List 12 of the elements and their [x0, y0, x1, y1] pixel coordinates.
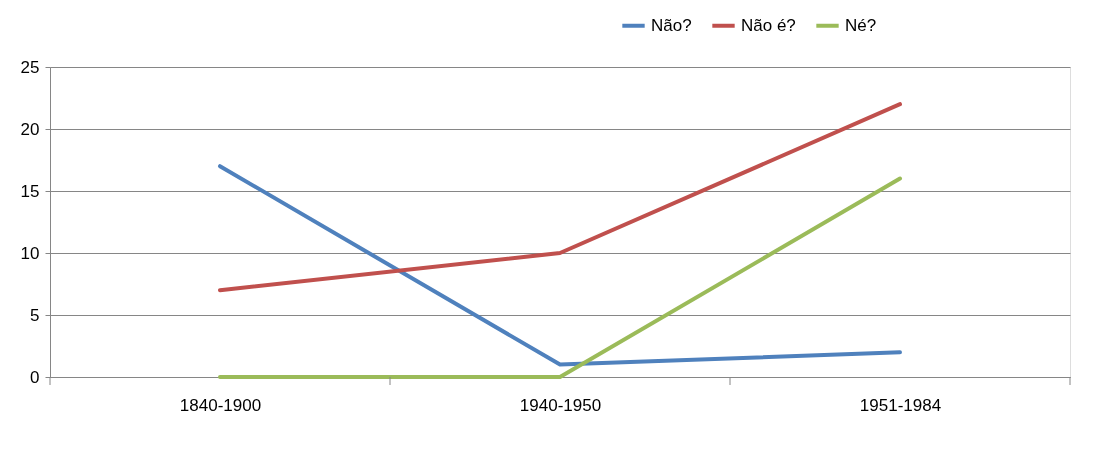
- legend-label: Não é?: [741, 15, 796, 35]
- legend-label: Né?: [845, 15, 877, 35]
- y-tick-label: 25: [20, 57, 40, 77]
- legend-label: Não?: [651, 15, 692, 35]
- y-tick-label: 20: [20, 119, 40, 139]
- y-tick-label: 15: [20, 181, 40, 201]
- x-tick-label: 1840-1900: [179, 395, 262, 415]
- x-tick-label: 1951-1984: [859, 395, 942, 415]
- y-tick-label: 10: [20, 243, 40, 263]
- x-tick-label: 1940-1950: [519, 395, 602, 415]
- y-tick-label: 5: [30, 305, 40, 325]
- y-tick-label: 0: [30, 367, 40, 387]
